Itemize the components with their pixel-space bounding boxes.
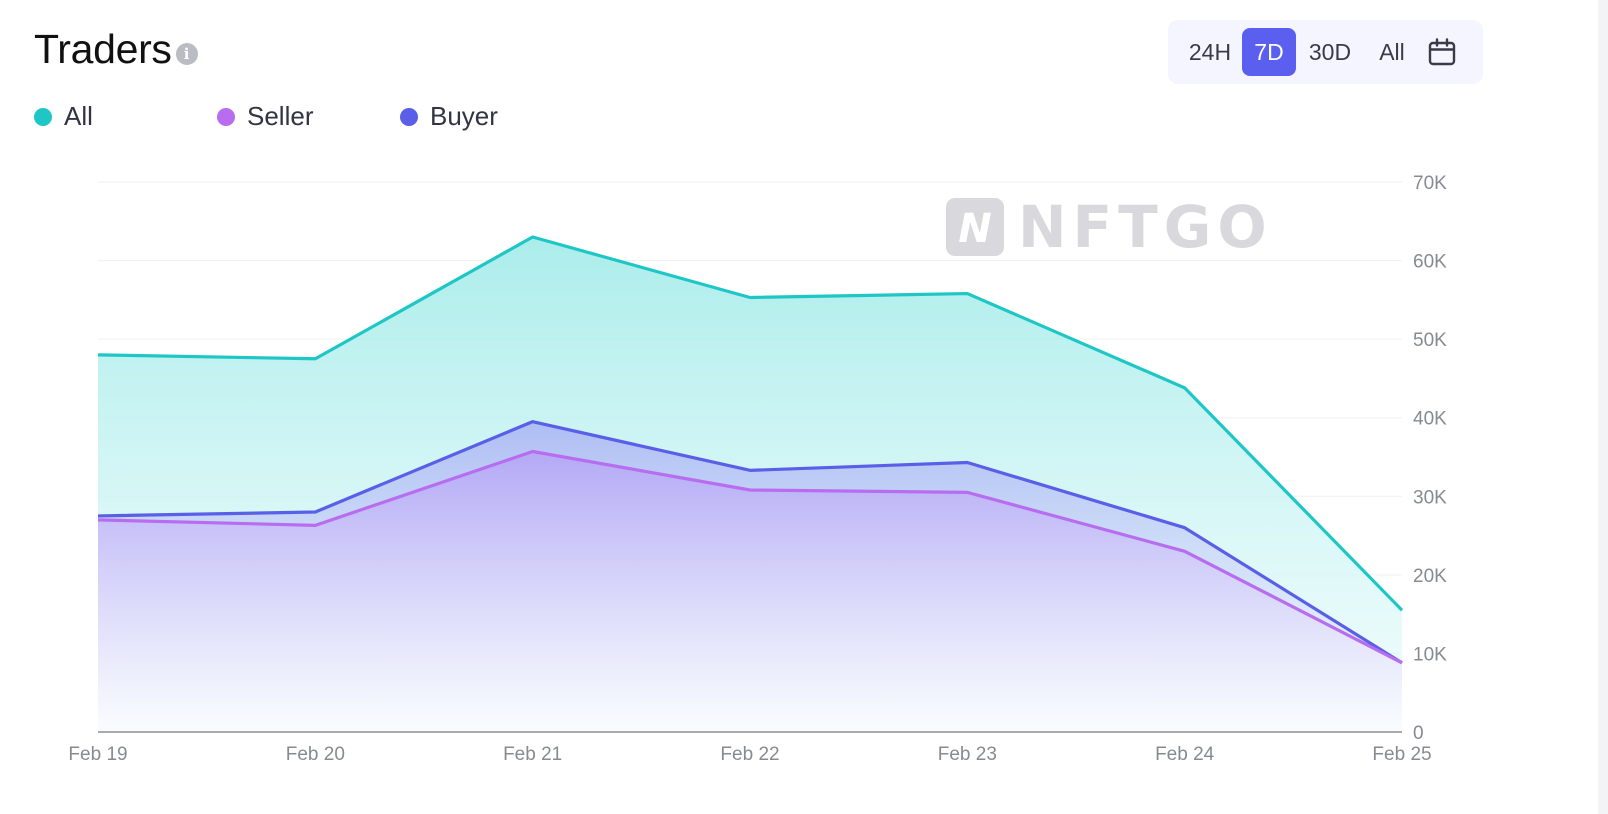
time-range-selector: 24H 7D 30D All (1168, 20, 1483, 84)
area-seller (98, 451, 1402, 732)
page-title: Traders (34, 26, 172, 72)
x-tick-label: Feb 21 (503, 744, 562, 765)
legend-dot-all (34, 107, 52, 126)
legend-dot-buyer (400, 107, 418, 126)
y-tick-label: 30K (1413, 487, 1447, 508)
series-areas (98, 237, 1402, 732)
x-tick-label: Feb 25 (1372, 744, 1431, 765)
x-tick-label: Feb 22 (720, 744, 779, 765)
title-row: Traders i (34, 26, 198, 73)
legend-item-seller[interactable]: Seller (217, 101, 400, 132)
chart-legend: All Seller Buyer (34, 101, 498, 132)
x-tick-label: Feb 24 (1155, 744, 1215, 765)
watermark-logo-badge (946, 198, 1004, 256)
watermark-text: NFTGO (1018, 193, 1273, 261)
legend-dot-seller (217, 107, 235, 126)
legend-item-buyer[interactable]: Buyer (400, 101, 498, 132)
x-tick-label: Feb 20 (286, 744, 345, 765)
calendar-icon (1428, 38, 1456, 66)
legend-label-seller: Seller (247, 101, 314, 131)
x-axis-ticks: Feb 19 Feb 20 Feb 21 Feb 22 Feb 23 Feb 24 Feb … (68, 744, 1431, 765)
range-button-24h[interactable]: 24H (1188, 38, 1232, 65)
y-tick-label: 60K (1413, 252, 1447, 273)
info-icon[interactable]: i (175, 42, 198, 65)
x-tick-label: Feb 23 (938, 744, 997, 765)
y-axis-ticks: 0 10K 20K 30K 40K 50K 60K 70K (1413, 173, 1447, 744)
nftgo-watermark: N NFTGO (946, 193, 1273, 261)
legend-item-all[interactable]: All (34, 101, 217, 132)
y-tick-label: 40K (1413, 409, 1447, 430)
series-lines (97, 235, 1404, 665)
x-tick-label: Feb 19 (68, 744, 127, 765)
y-tick-label: 0 (1413, 723, 1424, 744)
y-tick-label: 50K (1413, 330, 1447, 351)
y-tick-label: 70K (1413, 173, 1447, 194)
scrollbar-track[interactable] (1598, 0, 1608, 814)
range-button-7d[interactable]: 7D (1242, 28, 1296, 76)
watermark-logo-letter: N (958, 206, 991, 252)
range-button-30d[interactable]: 30D (1308, 38, 1352, 65)
range-button-all[interactable]: All (1379, 38, 1405, 65)
calendar-button[interactable] (1420, 28, 1464, 76)
y-tick-label: 20K (1413, 566, 1447, 587)
legend-label-buyer: Buyer (430, 101, 498, 131)
legend-label-all: All (64, 101, 93, 131)
y-tick-label: 10K (1413, 644, 1447, 665)
